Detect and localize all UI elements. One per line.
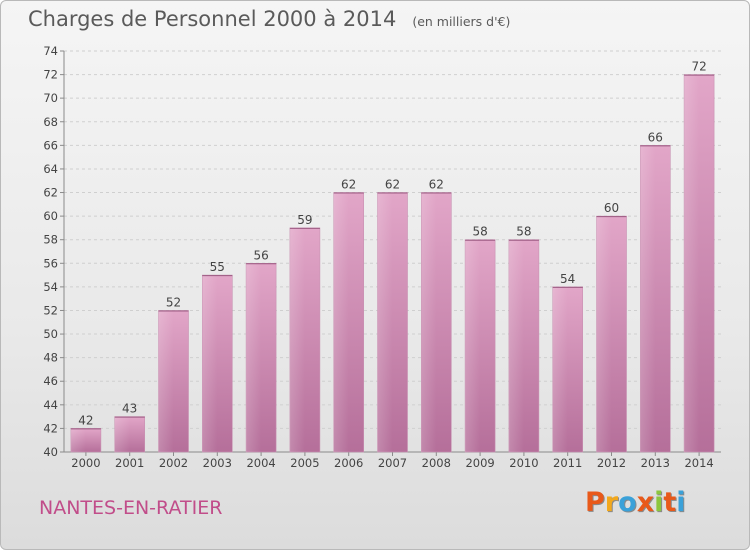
tick-labels: 40 42 44 46 48 50 52 54 56 58 60 62 64 66 68 70 72 74 2000… (43, 44, 713, 470)
value-label-2008: 62 (429, 178, 444, 192)
y-tick-label: 44 (43, 398, 58, 412)
x-tick-label-2010: 2010 (509, 456, 538, 470)
x-tick-label-2009: 2009 (465, 456, 494, 470)
x-tick-label-2002: 2002 (159, 456, 188, 470)
y-tick-label: 50 (43, 327, 58, 341)
y-tick-label: 74 (43, 44, 58, 58)
y-tick-label: 64 (43, 162, 58, 176)
bars (70, 74, 715, 453)
x-tick-label-2001: 2001 (115, 456, 144, 470)
value-label-2002: 52 (166, 295, 181, 309)
value-label-2000: 42 (78, 413, 93, 427)
bar-highlight (421, 192, 437, 452)
value-label-2004: 56 (253, 248, 268, 262)
value-label-2013: 66 (648, 130, 663, 144)
bar-highlight (114, 416, 130, 452)
value-label-2005: 59 (297, 213, 312, 227)
y-tick-label: 52 (43, 303, 58, 317)
x-tick-label-2005: 2005 (290, 456, 319, 470)
y-tick-label: 60 (43, 209, 58, 223)
x-tick-label-2003: 2003 (203, 456, 232, 470)
y-tick-label: 72 (43, 68, 58, 82)
bar-highlight (246, 263, 262, 452)
bar-highlight (508, 239, 524, 452)
value-label-2014: 72 (691, 60, 706, 74)
y-tick-label: 68 (43, 115, 58, 129)
bar-highlight (640, 145, 656, 452)
value-label-2011: 54 (560, 272, 575, 286)
x-tick-label-2000: 2000 (71, 456, 100, 470)
value-label-2003: 55 (210, 260, 225, 274)
bar-highlight (596, 216, 612, 452)
x-tick-label-2004: 2004 (246, 456, 275, 470)
x-tick-label-2006: 2006 (334, 456, 363, 470)
value-label-2010: 58 (516, 225, 531, 239)
y-tick-label: 46 (43, 374, 58, 388)
y-tick-label: 54 (43, 280, 58, 294)
y-tick-label: 62 (43, 186, 58, 200)
bar-highlight (684, 74, 700, 453)
value-label-2007: 62 (385, 178, 400, 192)
y-tick-label: 56 (43, 256, 58, 270)
bar-highlight (202, 275, 218, 452)
bar-highlight (158, 310, 174, 452)
x-tick-label-2012: 2012 (597, 456, 626, 470)
y-tick-label: 42 (43, 421, 58, 435)
bar-highlight (465, 239, 481, 452)
y-tick-label: 58 (43, 233, 58, 247)
bar-highlight (333, 192, 349, 452)
x-tick-label-2008: 2008 (422, 456, 451, 470)
value-label-2012: 60 (604, 201, 619, 215)
y-tick-label: 70 (43, 91, 58, 105)
x-tick-label-2013: 2013 (641, 456, 670, 470)
value-label-2006: 62 (341, 178, 356, 192)
x-tick-label-2011: 2011 (553, 456, 582, 470)
y-tick-label: 66 (43, 138, 58, 152)
x-tick-label-2014: 2014 (684, 456, 713, 470)
commune-name: NANTES-EN-RATIER (39, 497, 223, 519)
title-row: Charges de Personnel 2000 à 2014 (en mill… (28, 7, 510, 31)
bar-highlight (377, 192, 393, 452)
bar-highlight (289, 227, 305, 452)
chart-title: Charges de Personnel 2000 à 2014 (28, 7, 397, 31)
value-label-2009: 58 (472, 225, 487, 239)
value-label-2001: 43 (122, 402, 137, 416)
y-tick-label: 48 (43, 351, 58, 365)
x-tick-label-2007: 2007 (378, 456, 407, 470)
y-tick-label: 40 (43, 445, 58, 459)
bar-highlight (552, 286, 568, 452)
bar-highlight (70, 428, 86, 452)
chart-subtitle: (en milliers d'€) (412, 14, 511, 29)
data-labels: 42 43 52 55 56 59 62 62 62 58 58 54 60 66 72 (78, 60, 706, 428)
proxiti-logo: Proxiti (585, 487, 686, 518)
